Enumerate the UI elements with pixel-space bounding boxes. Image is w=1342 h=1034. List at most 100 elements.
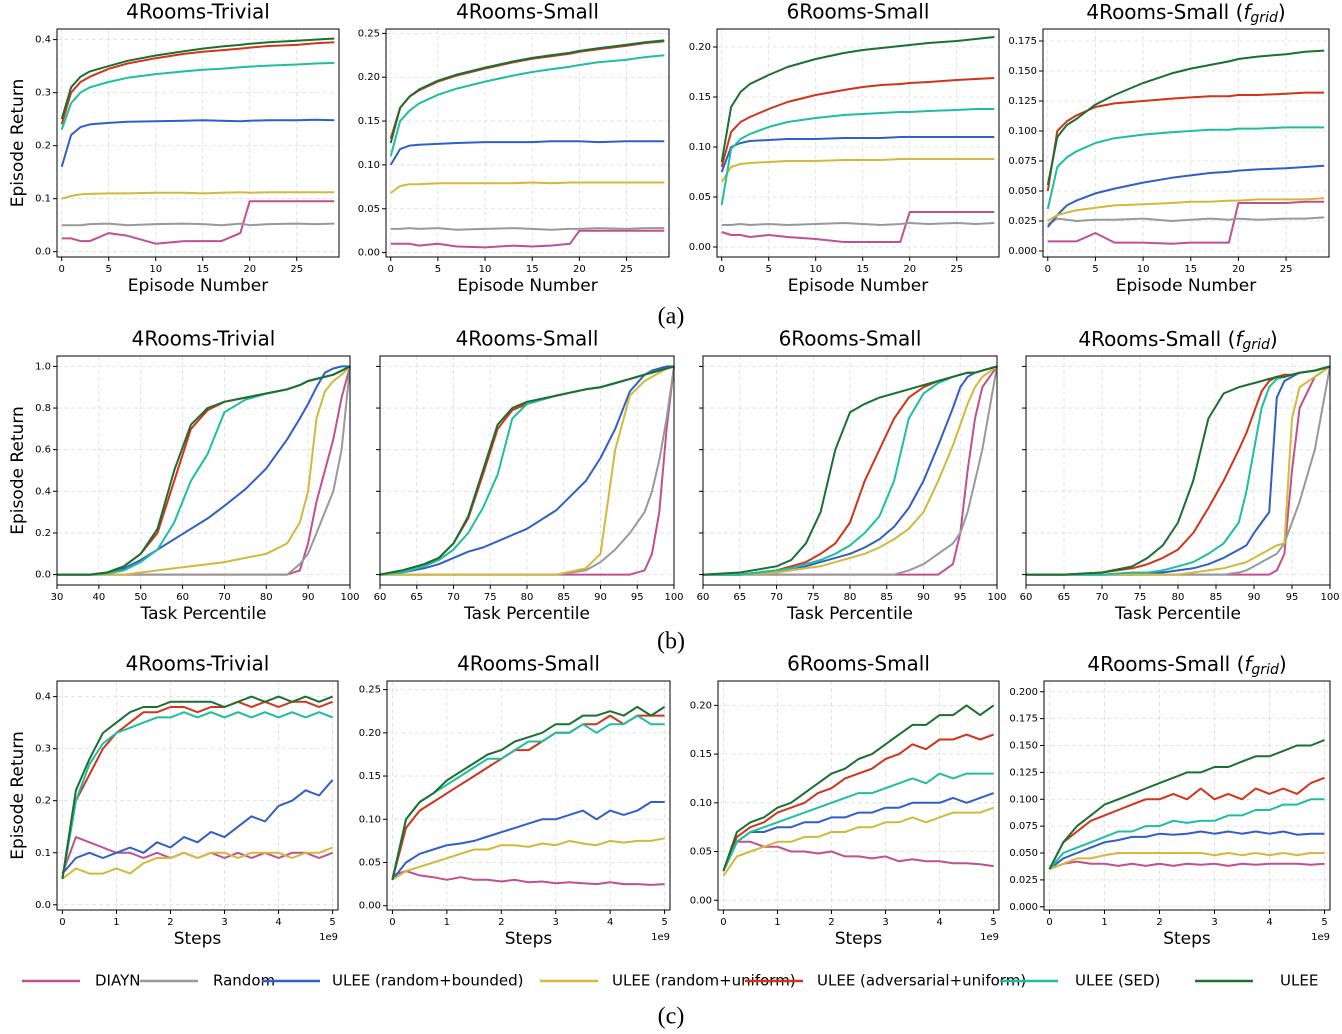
series-line: [57, 365, 351, 576]
x-offset-label: 1e9: [319, 932, 338, 943]
y-tick-label: 1.0: [35, 361, 51, 372]
series-line: [721, 222, 995, 226]
x-tick-label: 65: [1058, 592, 1071, 603]
series-line: [392, 870, 665, 886]
subplot-title: 4Rooms-Small: [456, 327, 599, 351]
series-line: [60, 41, 335, 125]
series-line: [722, 733, 994, 872]
y-axis-label: Episode Return: [8, 731, 28, 860]
x-tick-label: 5: [435, 264, 441, 275]
x-tick-label: 0: [719, 264, 725, 275]
x-tick-label: 3: [553, 917, 559, 928]
subplot-title: 6Rooms-Small: [787, 0, 930, 24]
x-tick-label: 5: [329, 917, 335, 928]
x-tick-label: 60: [697, 592, 710, 603]
y-tick-label: 0.000: [1009, 902, 1038, 913]
subplot: 0.000 0.025 0.050 0.075 0.100 0.125 0.150 0.175…: [1008, 0, 1330, 296]
y-tick-label: 0.6: [35, 445, 51, 456]
x-tick-label: 85: [1210, 592, 1223, 603]
x-tick-label: 25: [620, 264, 633, 275]
x-tick-label: 5: [1092, 264, 1098, 275]
title-part: ): [1278, 0, 1286, 24]
x-tick-label: 0: [59, 264, 65, 275]
plot-frame: [56, 28, 340, 258]
series-line: [720, 158, 995, 183]
x-tick-label: 20: [1232, 264, 1245, 275]
x-tick-label: 30: [51, 592, 64, 603]
series-line: [380, 365, 675, 576]
series-line: [61, 191, 335, 200]
series-line: [389, 40, 665, 139]
x-tick-label: 100: [1320, 592, 1339, 603]
x-tick-label: 95: [1286, 592, 1299, 603]
x-tick-label: 4: [936, 917, 942, 928]
x-tick-label: 10: [1137, 264, 1150, 275]
series-line: [390, 181, 665, 194]
x-tick-label: 5: [990, 917, 996, 928]
y-tick-label: 0.10: [358, 160, 380, 171]
subplot-title: 6Rooms-Small: [787, 652, 930, 676]
x-axis-label: Steps: [835, 929, 883, 949]
x-tick-label: 4: [1266, 917, 1272, 928]
x-tick-label: 2: [498, 917, 504, 928]
subplot: 0.00 0.05 0.10 0.15 0.20 0.25 0 5 10 15 20 25 4Rooms…: [358, 0, 670, 296]
x-axis-label: Task Percentile: [140, 604, 267, 624]
y-tick-label: 0.20: [689, 42, 711, 53]
series-line: [1026, 365, 1331, 576]
y-tick-label: 0.15: [358, 116, 380, 127]
plot-frame: [1043, 680, 1331, 911]
x-tick-label: 70: [447, 592, 460, 603]
title-part: grid: [1250, 10, 1278, 26]
y-tick-label: 0.050: [1008, 186, 1037, 197]
legend-label: ULEE (SED): [1075, 972, 1160, 990]
y-tick-label: 0.05: [690, 847, 712, 858]
subplot-title: 4Rooms-Small: [457, 652, 600, 676]
subplot: 60 65 70 75 80 85 90 95 100 6Rooms-Small Task Perc…: [697, 327, 1007, 625]
y-tick-label: 0.125: [1009, 767, 1038, 778]
x-tick-label: 0: [59, 917, 65, 928]
series-line: [57, 365, 351, 576]
series-line: [61, 779, 334, 875]
series-line: [391, 801, 665, 881]
x-tick-label: 20: [243, 264, 256, 275]
series-line: [722, 840, 994, 872]
x-tick-label: 20: [573, 264, 586, 275]
y-tick-label: 0.100: [1008, 126, 1037, 137]
y-tick-label: 0.00: [358, 248, 380, 259]
series-line: [391, 714, 665, 881]
subplot: 0.0 0.1 0.2 0.3 0.4 0 1 2 3 4 5 4Rooms-Trivial Steps…: [8, 652, 339, 949]
series-line: [57, 365, 350, 576]
y-tick-label: 0.10: [359, 814, 381, 825]
x-tick-label: 5: [766, 264, 772, 275]
x-tick-label: 80: [1172, 592, 1185, 603]
series-line: [61, 711, 333, 879]
x-tick-label: 1: [113, 917, 119, 928]
y-tick-label: 0.4: [35, 486, 51, 497]
series-line: [57, 366, 351, 576]
y-tick-label: 0.00: [689, 242, 711, 253]
x-tick-label: 4: [607, 917, 613, 928]
series-line: [1048, 798, 1325, 870]
series-line: [1046, 49, 1325, 186]
subplot-title: 4Rooms-Trivial: [132, 327, 276, 351]
series-line: [60, 61, 335, 131]
plot-frame: [379, 355, 675, 586]
x-tick-label: 75: [807, 592, 820, 603]
series-line: [703, 366, 998, 576]
series-line: [60, 118, 335, 168]
legend-label: Random: [213, 972, 275, 990]
x-tick-label: 1: [774, 917, 780, 928]
x-tick-label: 75: [484, 592, 497, 603]
x-axis-label: Steps: [1163, 929, 1211, 949]
y-tick-label: 0.075: [1008, 156, 1037, 167]
plot-frame: [702, 355, 998, 586]
plot-frame: [385, 28, 670, 258]
series-line: [1026, 365, 1331, 576]
x-tick-label: 15: [1184, 264, 1197, 275]
x-axis-label: Task Percentile: [1114, 604, 1241, 624]
y-tick-label: 0.050: [1009, 848, 1038, 859]
x-tick-label: 3: [221, 917, 227, 928]
x-tick-label: 3: [1211, 917, 1217, 928]
x-tick-label: 5: [106, 264, 112, 275]
